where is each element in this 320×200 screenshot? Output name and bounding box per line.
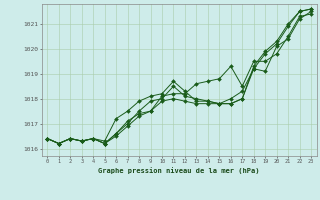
X-axis label: Graphe pression niveau de la mer (hPa): Graphe pression niveau de la mer (hPa)	[99, 167, 260, 174]
